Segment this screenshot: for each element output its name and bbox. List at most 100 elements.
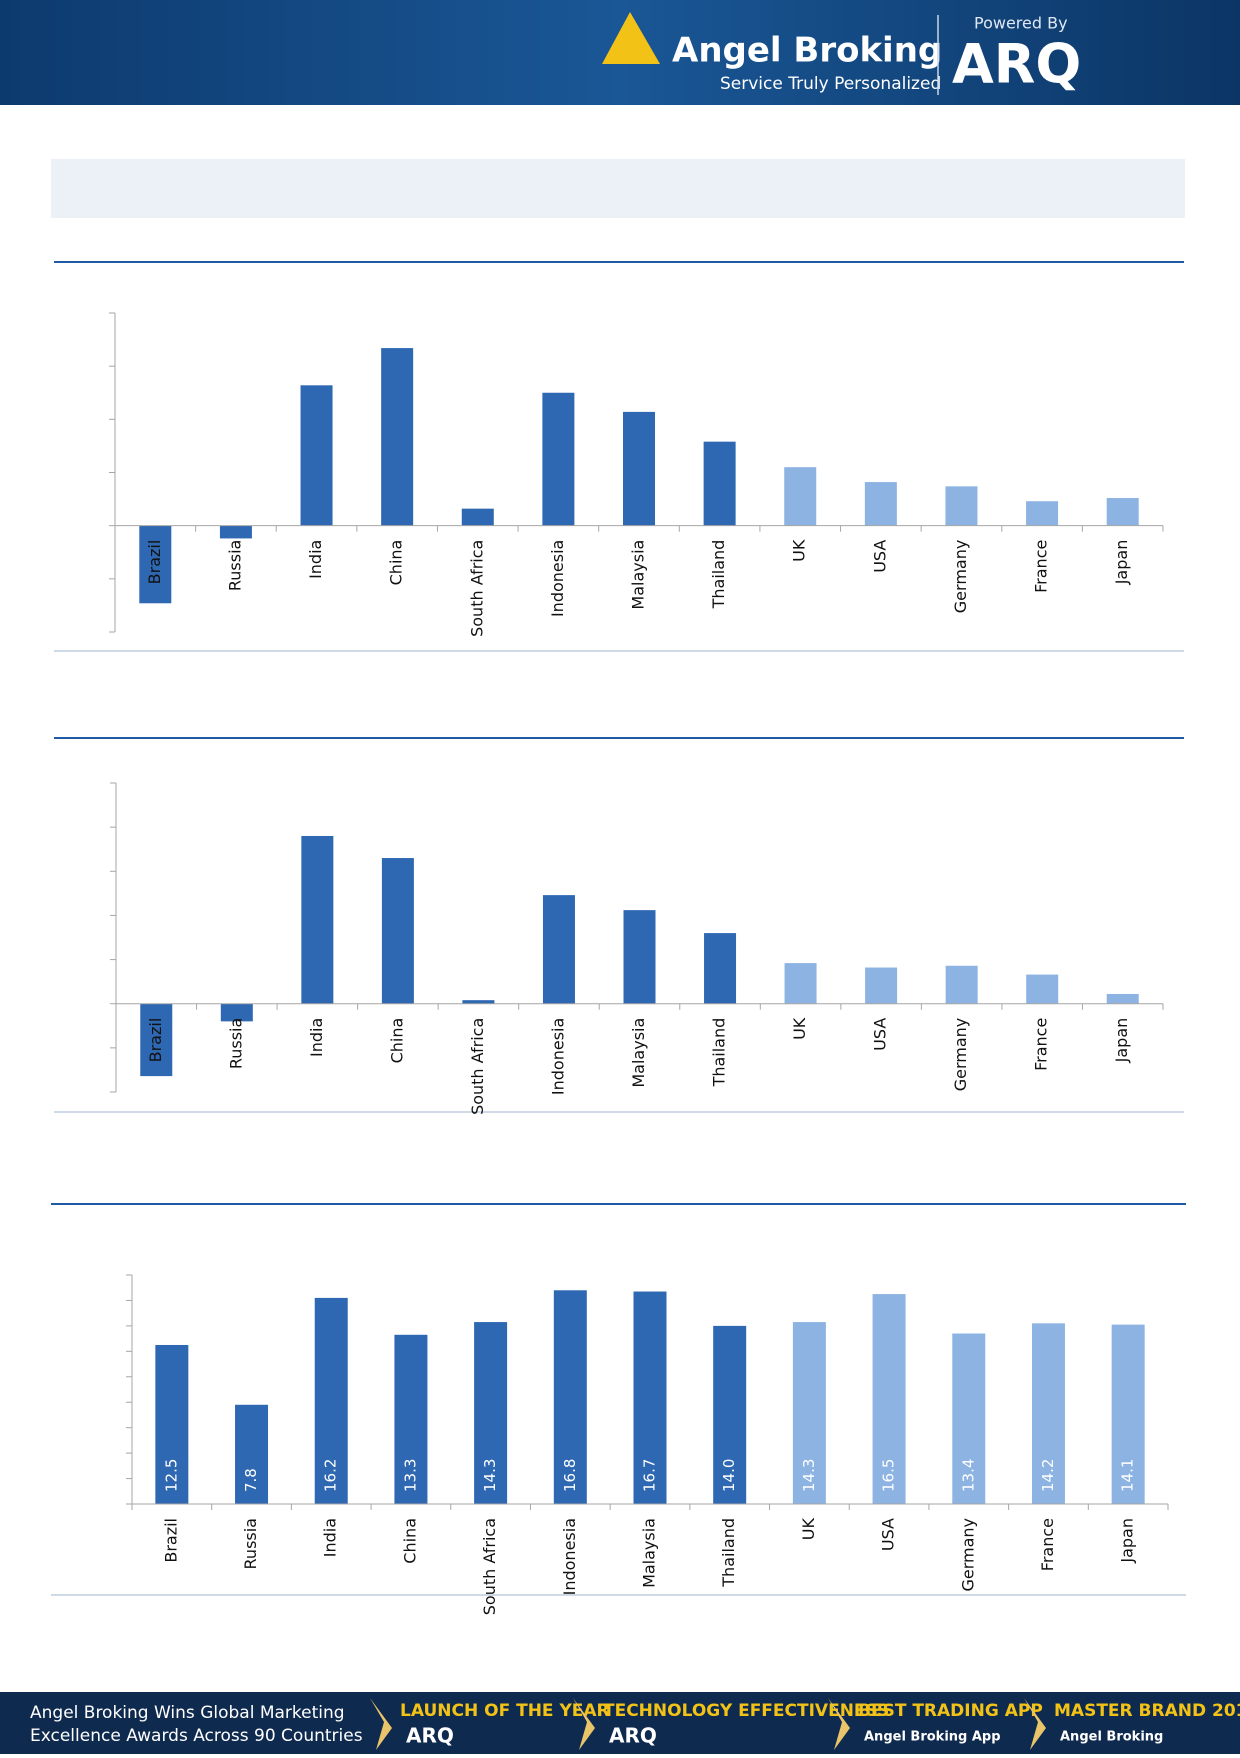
x-tick-label: France bbox=[1032, 540, 1051, 593]
x-tick-label: Indonesia bbox=[560, 1518, 579, 1595]
x-tick-label: Indonesia bbox=[548, 1018, 567, 1095]
bar bbox=[553, 1290, 587, 1504]
tagline: Service Truly Personalized bbox=[720, 74, 941, 94]
bar bbox=[381, 348, 414, 526]
x-tick-label: South Africa bbox=[480, 1518, 499, 1615]
bar bbox=[713, 1325, 747, 1504]
logo-mark bbox=[602, 12, 660, 64]
bar bbox=[542, 392, 575, 526]
award-title: BEST TRADING APP bbox=[858, 1701, 1043, 1721]
value-label: 13.3 bbox=[401, 1459, 419, 1492]
bar bbox=[542, 895, 575, 1004]
value-label: 14.3 bbox=[481, 1459, 499, 1492]
award-star bbox=[370, 1698, 392, 1750]
x-tick-label: Russia bbox=[241, 1518, 260, 1569]
x-tick-label: Russia bbox=[225, 540, 244, 591]
bar bbox=[219, 525, 252, 539]
x-tick-label: USA bbox=[870, 540, 889, 573]
bar bbox=[623, 411, 655, 526]
brand: Angel Broking bbox=[672, 31, 942, 71]
bar bbox=[864, 482, 897, 526]
bar bbox=[300, 385, 333, 526]
bar bbox=[1026, 974, 1059, 1004]
bar bbox=[139, 525, 172, 604]
bar bbox=[314, 1297, 348, 1504]
x-tick-label: Japan bbox=[1112, 1018, 1131, 1064]
bar bbox=[1111, 1324, 1145, 1504]
title-box bbox=[51, 159, 1185, 218]
award-sub: Angel Broking bbox=[1060, 1730, 1163, 1745]
bar bbox=[952, 1333, 986, 1504]
x-tick-label: South Africa bbox=[468, 1018, 487, 1115]
x-tick-label: UK bbox=[799, 1517, 818, 1540]
x-tick-label: Brazil bbox=[145, 540, 164, 585]
footer-headline: Excellence Awards Across 90 Countries bbox=[30, 1726, 363, 1746]
value-label: 16.7 bbox=[641, 1459, 659, 1492]
value-label: 14.0 bbox=[720, 1459, 738, 1492]
value-label: 16.8 bbox=[561, 1459, 579, 1492]
value-label: 13.4 bbox=[959, 1459, 977, 1492]
x-tick-label: Thailand bbox=[719, 1518, 738, 1588]
powered-by: Powered By bbox=[974, 14, 1068, 33]
bar bbox=[623, 910, 656, 1004]
bar bbox=[381, 858, 414, 1004]
bar bbox=[155, 1344, 189, 1504]
x-tick-label: Thailand bbox=[709, 540, 728, 610]
bar bbox=[462, 1000, 495, 1004]
bar bbox=[872, 1294, 906, 1504]
footer-headline: Angel Broking Wins Global Marketing bbox=[30, 1703, 345, 1723]
x-tick-label: UK bbox=[790, 1017, 809, 1040]
x-tick-label: China bbox=[387, 540, 406, 586]
x-tick-label: UK bbox=[790, 539, 809, 562]
award-star bbox=[828, 1698, 850, 1750]
x-tick-label: Brazil bbox=[161, 1518, 180, 1563]
bar bbox=[461, 508, 494, 526]
value-label: 14.3 bbox=[800, 1459, 818, 1492]
x-tick-label: Brazil bbox=[146, 1018, 165, 1063]
value-label: 7.8 bbox=[242, 1468, 260, 1492]
bar bbox=[394, 1334, 428, 1504]
x-tick-label: Indonesia bbox=[548, 540, 567, 617]
x-tick-label: USA bbox=[871, 1018, 890, 1051]
bar bbox=[792, 1322, 826, 1504]
x-tick-label: South Africa bbox=[467, 540, 486, 637]
value-label: 16.2 bbox=[322, 1459, 340, 1492]
bar bbox=[784, 963, 817, 1004]
x-tick-label: USA bbox=[879, 1518, 898, 1551]
value-label: 14.2 bbox=[1039, 1459, 1057, 1492]
bar bbox=[220, 1003, 253, 1022]
value-label: 16.5 bbox=[880, 1459, 898, 1492]
value-label: 14.1 bbox=[1119, 1459, 1137, 1492]
x-tick-label: Germany bbox=[958, 1518, 977, 1592]
bar bbox=[1106, 498, 1139, 526]
x-tick-label: Germany bbox=[951, 1018, 970, 1092]
x-tick-label: Malaysia bbox=[640, 1518, 659, 1588]
award-title: MASTER BRAND 2016 bbox=[1054, 1701, 1240, 1721]
bar bbox=[945, 486, 978, 526]
bar bbox=[140, 1003, 173, 1077]
bar bbox=[1031, 1323, 1065, 1504]
x-tick-label: China bbox=[400, 1518, 419, 1564]
bar bbox=[1106, 994, 1139, 1004]
bar bbox=[865, 967, 898, 1004]
x-tick-label: China bbox=[387, 1018, 406, 1064]
bar bbox=[474, 1322, 508, 1504]
x-tick-label: France bbox=[1038, 1518, 1057, 1571]
x-tick-label: Germany bbox=[951, 540, 970, 614]
bar bbox=[1026, 501, 1059, 526]
bar bbox=[301, 835, 334, 1004]
x-tick-label: India bbox=[306, 540, 325, 579]
award-sub: Angel Broking App bbox=[864, 1730, 1001, 1745]
bar bbox=[703, 441, 736, 526]
x-tick-label: France bbox=[1032, 1018, 1051, 1071]
x-tick-label: Malaysia bbox=[629, 1018, 648, 1088]
x-tick-label: Japan bbox=[1112, 540, 1131, 586]
award-star bbox=[1024, 1698, 1046, 1750]
bar bbox=[945, 965, 978, 1004]
x-tick-label: Russia bbox=[226, 1018, 245, 1069]
x-tick-label: India bbox=[307, 1018, 326, 1057]
award-sub: ARQ bbox=[406, 1724, 454, 1748]
bar bbox=[235, 1404, 269, 1504]
award-title: LAUNCH OF THE YEAR bbox=[400, 1701, 610, 1721]
